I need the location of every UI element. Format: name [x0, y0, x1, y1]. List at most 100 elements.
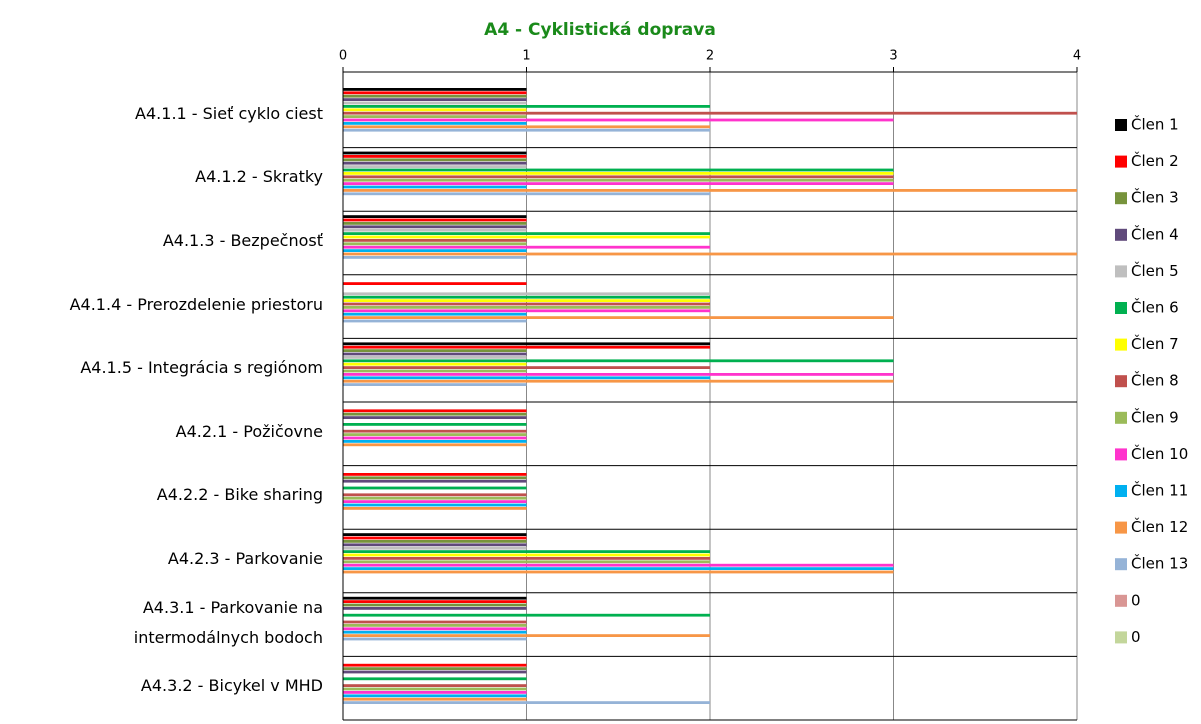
bar: [343, 667, 527, 670]
legend-label: Člen 4: [1131, 224, 1179, 243]
bar: [343, 172, 894, 175]
legend-swatch: [1115, 594, 1127, 607]
bar: [343, 165, 527, 168]
bar: [343, 356, 527, 359]
bar: [343, 476, 527, 480]
bar: [343, 624, 527, 627]
bar: [343, 302, 710, 306]
bar: [343, 295, 710, 299]
bar: [343, 175, 894, 179]
bar: [343, 282, 527, 285]
bar: [343, 607, 527, 610]
bar: [343, 627, 527, 631]
bar: [343, 436, 527, 440]
bar: [343, 543, 527, 547]
bar: [343, 249, 527, 252]
legend-swatch: [1115, 521, 1127, 534]
bar: [343, 101, 527, 105]
bar: [343, 108, 527, 112]
bar: [343, 232, 710, 235]
bar: [343, 440, 527, 443]
bar: [343, 630, 527, 634]
y-tick-label: A4.1.4 - Prerozdelenie priestoru: [69, 294, 323, 314]
bar: [343, 701, 710, 704]
bar: [343, 500, 527, 503]
legend-swatch: [1115, 558, 1127, 571]
bar: [343, 158, 527, 162]
bar: [343, 151, 527, 155]
bar: [343, 98, 527, 101]
legend-swatch: [1115, 338, 1127, 351]
bar: [343, 637, 527, 641]
bar: [343, 563, 894, 567]
bar: [343, 540, 527, 543]
bar: [343, 697, 527, 701]
bar: [343, 252, 1077, 256]
bar: [343, 161, 527, 165]
bar: [343, 473, 527, 476]
bar: [343, 228, 527, 232]
legend-swatch: [1115, 485, 1127, 497]
legend-label: Člen 10: [1131, 444, 1188, 463]
bar: [343, 122, 527, 125]
x-tick-label: 3: [889, 49, 897, 64]
bar: [343, 567, 894, 570]
bar: [343, 239, 527, 242]
x-tick-label: 2: [706, 49, 714, 64]
bar: [343, 222, 527, 225]
x-tick-label: 0: [339, 49, 347, 64]
y-tick-label: A4.1.1 - Sieť cyklo ciest: [135, 103, 323, 123]
bar: [343, 416, 527, 419]
bar: [343, 299, 710, 302]
bar: [343, 620, 527, 624]
bar: [343, 570, 894, 574]
bar: [343, 429, 527, 433]
bar: [343, 225, 527, 229]
legend-swatch: [1115, 228, 1127, 241]
legend-label: Člen 3: [1131, 188, 1179, 207]
y-tick-label: A4.2.1 - Požičovne: [175, 421, 323, 441]
bar: [343, 218, 527, 222]
bar: [343, 178, 894, 182]
legend-label: 0: [1131, 628, 1141, 646]
bar: [343, 409, 527, 413]
legend-label: 0: [1131, 591, 1141, 609]
bar: [343, 600, 527, 603]
bar: [343, 256, 527, 259]
bar: [343, 546, 527, 550]
bar: [343, 185, 527, 189]
legend-swatch: [1115, 265, 1127, 278]
bar: [343, 496, 527, 500]
bar: [343, 362, 527, 366]
legend-swatch: [1115, 631, 1127, 644]
bar: [343, 379, 894, 383]
bar: [343, 433, 527, 436]
legend-label: Člen 13: [1131, 554, 1188, 573]
bar: [343, 125, 710, 129]
y-tick-label: A4.1.3 - Bezpečnosť: [162, 231, 323, 250]
legend-label: Člen 6: [1131, 298, 1179, 317]
bar: [343, 369, 527, 373]
bar: [343, 670, 527, 674]
bar: [343, 352, 527, 356]
bar: [343, 684, 527, 687]
bar: [343, 155, 527, 158]
bar: [343, 306, 710, 309]
bar: [343, 235, 710, 239]
bar: [343, 91, 527, 95]
bar: [343, 182, 894, 185]
bar: [343, 312, 527, 316]
bar: [343, 359, 894, 363]
legend-swatch: [1115, 375, 1127, 388]
x-tick-label: 4: [1073, 49, 1081, 64]
bar: [343, 349, 527, 352]
bar: [343, 423, 527, 426]
bar: [343, 105, 710, 108]
bar: [343, 603, 527, 607]
bar: [343, 383, 527, 386]
bar: [343, 443, 527, 447]
legend-label: Člen 2: [1131, 151, 1179, 170]
bar: [343, 536, 527, 540]
y-tick-label: A4.2.2 - Bike sharing: [156, 485, 323, 505]
